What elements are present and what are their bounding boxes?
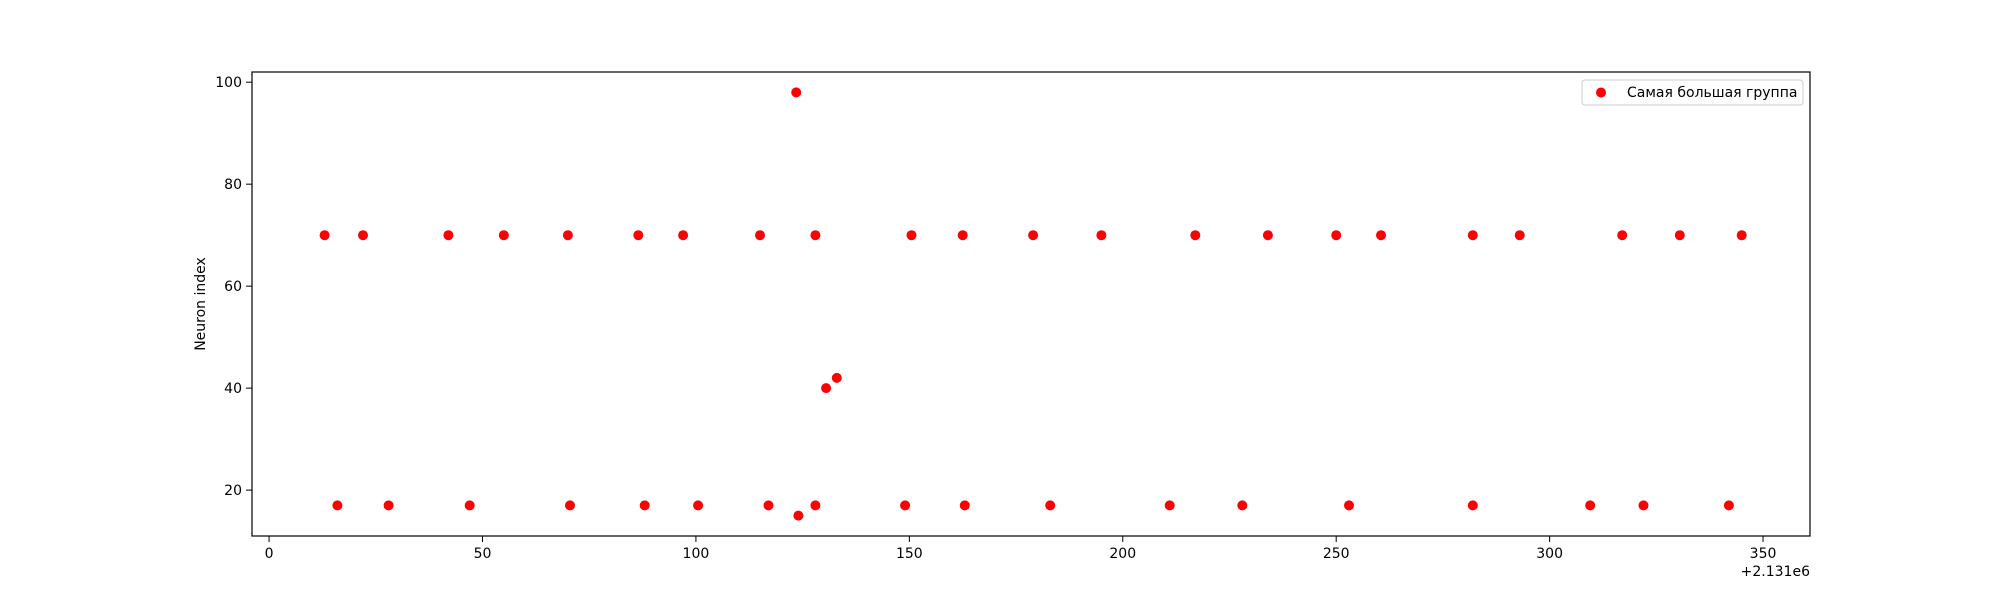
- y-tick-label: 80: [224, 177, 242, 193]
- legend: Самая большая группа: [1581, 79, 1804, 106]
- x-tick-label: 150: [896, 546, 923, 562]
- y-tick-label: 20: [224, 483, 242, 499]
- data-point: [1096, 230, 1107, 241]
- x-tick-label: 300: [1536, 546, 1563, 562]
- data-point: [1331, 230, 1342, 241]
- data-point: [821, 383, 832, 394]
- data-point: [810, 230, 821, 241]
- data-point: [1674, 230, 1685, 241]
- data-point: [319, 230, 330, 241]
- data-point: [562, 230, 573, 241]
- plot-frame: [251, 71, 1811, 537]
- data-point: [1723, 500, 1734, 511]
- legend-label: Самая большая группа: [1627, 85, 1797, 101]
- data-point: [464, 500, 475, 511]
- data-point: [1467, 500, 1478, 511]
- data-point: [1262, 230, 1273, 241]
- data-point: [678, 230, 689, 241]
- data-point: [1467, 230, 1478, 241]
- data-point: [443, 230, 454, 241]
- data-point: [1514, 230, 1525, 241]
- data-point: [755, 230, 765, 241]
- data-point: [498, 230, 509, 241]
- x-tick-label: 250: [1323, 546, 1350, 562]
- y-tick-label: 40: [224, 381, 242, 397]
- y-axis-label: Neuron index: [193, 257, 209, 351]
- data-point: [1376, 230, 1386, 241]
- data-point: [900, 500, 911, 511]
- data-point: [358, 230, 368, 241]
- data-point: [1190, 230, 1201, 241]
- legend-marker: [1596, 87, 1606, 98]
- data-point: [791, 87, 802, 98]
- data-point: [1344, 500, 1354, 511]
- data-point: [831, 372, 842, 383]
- data-point: [1028, 230, 1039, 241]
- data-point: [793, 510, 804, 521]
- data-point: [1237, 500, 1248, 511]
- y-axis-ticks: 20 40 60 80 100: [215, 75, 252, 499]
- data-point: [1045, 500, 1056, 511]
- data-point: [906, 230, 917, 241]
- data-point: [639, 500, 650, 511]
- data-point: [693, 500, 704, 511]
- data-point: [383, 500, 394, 511]
- data-point: [1736, 230, 1747, 241]
- data-point: [565, 500, 575, 511]
- data-point: [1638, 500, 1649, 511]
- data-point: [957, 230, 968, 241]
- y-tick-label: 100: [215, 75, 242, 91]
- x-tick-label: 0: [265, 546, 274, 562]
- data-point: [332, 500, 343, 511]
- x-tick-label: 50: [474, 546, 492, 562]
- x-tick-label: 200: [1109, 546, 1136, 562]
- x-tick-label: 100: [683, 546, 710, 562]
- x-tick-label: 350: [1750, 546, 1777, 562]
- legend-box: [1581, 79, 1804, 106]
- data-point: [1617, 230, 1628, 241]
- points-layer: [319, 87, 1747, 521]
- x-axis-offset-label: +2.131e6: [1741, 564, 1810, 580]
- data-point: [1585, 500, 1596, 511]
- y-tick-label: 60: [224, 279, 242, 295]
- data-point: [959, 500, 970, 511]
- data-point: [763, 500, 774, 511]
- data-point: [810, 500, 821, 511]
- x-axis-ticks: 0 50 100 150 200 250 300 350: [265, 536, 1777, 562]
- data-point: [1164, 500, 1175, 511]
- data-point: [633, 230, 644, 241]
